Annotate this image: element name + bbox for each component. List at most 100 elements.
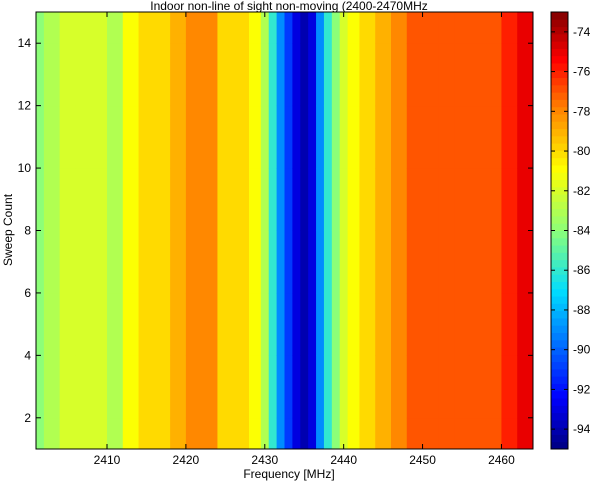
heatmap-cell [122, 230, 140, 294]
heatmap-cell [91, 355, 108, 419]
heatmap-cell [276, 168, 285, 231]
heatmap-cell [233, 355, 250, 419]
heatmap-cell [276, 355, 285, 419]
heatmap-cell [308, 105, 317, 169]
colorbar-segment [551, 376, 568, 384]
heatmap-cell [284, 43, 293, 107]
heatmap-cell [406, 12, 424, 44]
heatmap-cell [300, 230, 309, 294]
colorbar-segment [551, 99, 568, 108]
colorbar-segment [551, 62, 568, 71]
heatmap-cell [122, 105, 140, 169]
heatmap-cell [501, 43, 518, 107]
heatmap-cell [138, 417, 155, 449]
heatmap-cell [375, 12, 392, 44]
heatmap-cell [331, 12, 341, 44]
heatmap-cell [185, 417, 203, 449]
heatmap-cell [469, 417, 487, 449]
y-axis-label: Sweep Count [1, 193, 15, 266]
heatmap-cell [201, 168, 218, 231]
heatmap-cell [284, 105, 293, 169]
y-tick-label: 8 [24, 224, 31, 238]
colorbar-segment [551, 288, 568, 297]
heatmap-cell [347, 230, 360, 294]
heatmap-cell [308, 417, 317, 449]
heatmap-cell [36, 43, 45, 107]
colorbar-segment [551, 70, 568, 79]
heatmap-cell [249, 105, 262, 169]
heatmap-cell [91, 105, 108, 169]
colorbar-segment [551, 26, 568, 35]
heatmap-cell [260, 355, 270, 419]
heatmap-cell [406, 417, 424, 449]
heatmap-cell [292, 292, 301, 356]
heatmap-cell [501, 168, 518, 231]
heatmap-cell [331, 417, 341, 449]
heatmap-cell [260, 230, 270, 294]
heatmap-cell [406, 168, 424, 231]
heatmap-cell [36, 230, 45, 294]
heatmap-cell [284, 417, 293, 449]
heatmap-cell [59, 417, 76, 449]
heatmap-cell [107, 417, 124, 449]
heatmap-cell [122, 417, 140, 449]
heatmap-cell [485, 12, 502, 44]
heatmap-cell [485, 105, 502, 169]
heatmap-cell [43, 292, 61, 356]
heatmap-cell [59, 292, 76, 356]
heatmap-cell [323, 168, 333, 231]
heatmap-cell [391, 12, 408, 44]
heatmap-cell [501, 355, 518, 419]
heatmap-cell [170, 105, 187, 169]
heatmap-cell [75, 12, 92, 44]
heatmap-cell [276, 417, 285, 449]
heatmap-cell [339, 417, 349, 449]
heatmap-cell [316, 292, 325, 356]
heatmap-cell [316, 355, 325, 419]
heatmap-cell [391, 355, 408, 419]
heatmap-cell [422, 355, 439, 419]
heatmap-cell [438, 168, 455, 231]
colorbar-segment [551, 201, 568, 210]
heatmap-cell [170, 417, 187, 449]
heatmap-cell [316, 43, 325, 107]
heatmap-cell [43, 417, 61, 449]
heatmap-cell [201, 355, 218, 419]
heatmap-cell [276, 230, 285, 294]
x-tick-label: 2440 [330, 453, 357, 467]
heatmap-cell [122, 43, 140, 107]
heatmap-cell [268, 43, 278, 107]
colorbar-segment [551, 339, 568, 348]
heatmap-cell [308, 12, 317, 44]
heatmap-cell [154, 43, 171, 107]
heatmap-cell [391, 292, 408, 356]
heatmap-cell [308, 292, 317, 356]
heatmap-cell [217, 12, 234, 44]
heatmap-cell [107, 43, 124, 107]
colorbar-segment [551, 194, 568, 202]
heatmap-cell [454, 12, 471, 44]
heatmap-cell [454, 417, 471, 449]
heatmap-cell [438, 105, 455, 169]
heatmap-cell [233, 292, 250, 356]
heatmap-cell [260, 105, 270, 169]
heatmap-cell [485, 168, 502, 231]
colorbar-segment [551, 303, 568, 312]
heatmap-cell [170, 230, 187, 294]
heatmap-cell [260, 43, 270, 107]
heatmap-cell [233, 230, 250, 294]
y-tick-label: 6 [24, 286, 31, 300]
heatmap-cell [331, 292, 341, 356]
colorbar-segment [551, 245, 568, 253]
colorbar-segment [551, 48, 568, 57]
colorbar-segment [551, 179, 568, 188]
heatmap-cell [300, 105, 309, 169]
heatmap-cell [154, 105, 171, 169]
heatmap-cell [323, 292, 333, 356]
heatmap-cell [75, 355, 92, 419]
heatmap-cell [375, 168, 392, 231]
heatmap-cell [300, 12, 309, 44]
heatmap-cell [75, 417, 92, 449]
heatmap-cell [422, 43, 439, 107]
